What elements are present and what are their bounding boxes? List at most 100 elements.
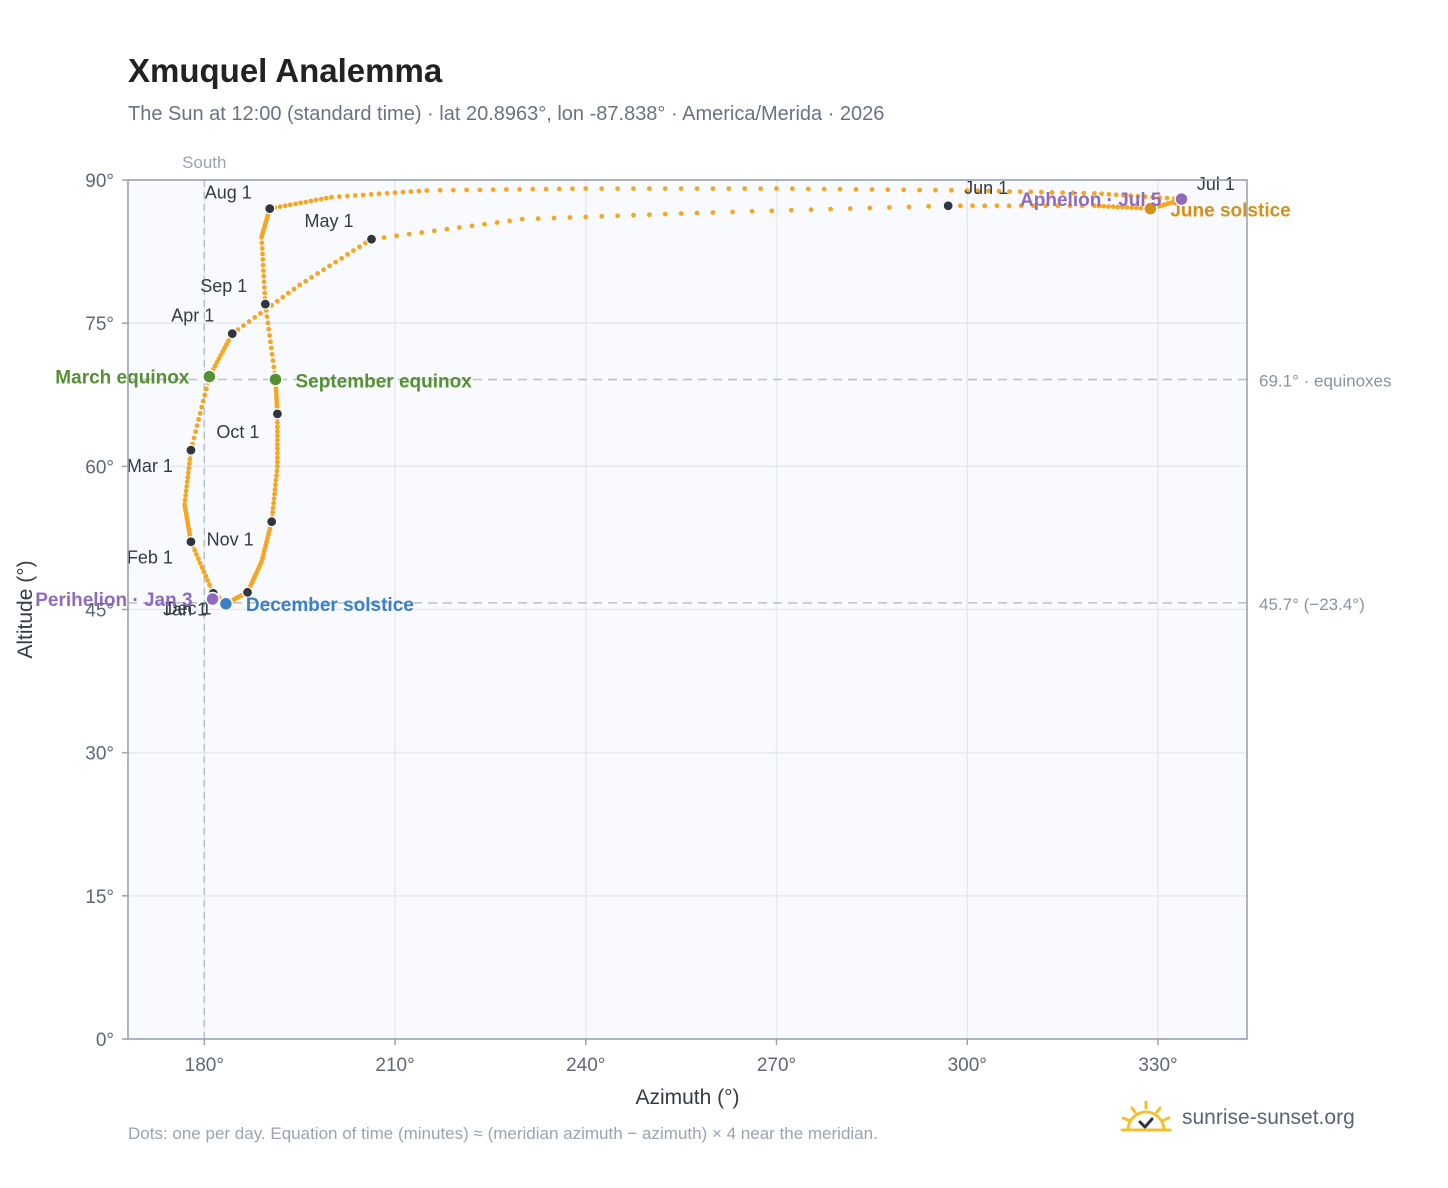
daily-dot (482, 221, 487, 227)
daily-dot (275, 424, 280, 430)
month-label: Jan 1 (163, 599, 207, 619)
daily-dot (615, 213, 620, 219)
daily-dot (392, 190, 398, 196)
event-marker (205, 591, 220, 607)
y-axis-label: Altitude (°) (14, 560, 37, 658)
daily-dot (308, 198, 314, 204)
daily-dot (271, 496, 277, 501)
daily-dot (183, 488, 189, 494)
month-label: Jul 1 (1197, 174, 1235, 194)
x-tick-label: 240° (566, 1055, 605, 1076)
daily-dot (1120, 204, 1125, 210)
daily-dot (394, 233, 399, 239)
daily-dot (260, 262, 266, 268)
daily-dot (821, 186, 827, 192)
event-label: June solstice (1170, 201, 1290, 222)
daily-dot (216, 356, 222, 362)
daily-dot (406, 231, 412, 237)
daily-dot (265, 320, 271, 326)
month-label: Oct 1 (216, 422, 259, 442)
daily-dot (352, 193, 358, 198)
daily-dot (970, 203, 975, 209)
daily-dot (274, 473, 279, 478)
daily-dot (1039, 189, 1044, 195)
daily-dot (275, 463, 280, 469)
daily-dot (416, 188, 422, 194)
daily-dot (570, 186, 575, 192)
y-tick-label: 15° (85, 887, 114, 908)
daily-dot (1007, 189, 1012, 194)
daily-dot (1092, 203, 1097, 209)
y-tick-label: 30° (85, 744, 114, 765)
daily-dot (556, 186, 562, 192)
daily-dot (191, 435, 197, 441)
daily-dot (1081, 190, 1087, 196)
daily-dot (567, 215, 573, 220)
daily-dot (202, 392, 208, 398)
daily-dot (262, 290, 268, 296)
daily-dot (203, 573, 209, 579)
event-marker (1143, 201, 1158, 216)
daily-dot (259, 234, 264, 240)
axes: 180° 210° 240° 270° 300° 330° 0° 15° 30° 45° 60° 75… (14, 171, 1248, 1109)
daily-dot (275, 446, 280, 452)
daily-dot (400, 189, 406, 195)
month-marker (942, 200, 954, 212)
daily-dot (662, 211, 668, 217)
daily-dot (583, 214, 589, 220)
daily-dot (321, 267, 326, 273)
daily-dot (259, 246, 265, 251)
daily-dot (450, 187, 456, 193)
daily-dot (1096, 203, 1102, 209)
daily-dot (678, 211, 684, 217)
daily-dot (1110, 204, 1116, 210)
reference-line-label: 45.7° (−23.4°) (1259, 595, 1365, 614)
daily-dot (1092, 191, 1097, 196)
daily-dot (853, 187, 859, 192)
daily-dot (444, 226, 450, 232)
event-marker (218, 596, 234, 612)
daily-dot (376, 191, 382, 197)
daily-dot (214, 359, 220, 365)
daily-dot (726, 186, 732, 192)
daily-dot (805, 186, 811, 192)
daily-dot (269, 351, 275, 357)
daily-dot (187, 461, 192, 467)
daily-dot (273, 482, 278, 488)
reference-line-label: 69.1° · equinoxes (1259, 371, 1392, 390)
event-label: December solstice (246, 595, 414, 616)
daily-dot (1017, 189, 1023, 195)
brand-logo[interactable]: sunrise-sunset.org (1120, 1100, 1355, 1136)
daily-dot (1115, 204, 1121, 210)
daily-dot (246, 319, 252, 324)
event-markers: March equinox September equinox December s… (35, 190, 1291, 616)
daily-dot (982, 203, 988, 209)
daily-dot (424, 188, 430, 193)
daily-dot (457, 225, 462, 230)
daily-dot (360, 192, 366, 198)
daily-dot (192, 547, 198, 553)
daily-dot (1164, 195, 1170, 201)
daily-dot (631, 212, 636, 218)
daily-dot (1113, 192, 1119, 198)
daily-dot (710, 186, 716, 192)
daily-dot (273, 477, 279, 483)
daily-dot (241, 323, 246, 328)
month-label: Apr 1 (171, 306, 214, 326)
daily-dot (260, 251, 265, 257)
daily-dot (917, 187, 922, 193)
daily-dot (329, 194, 334, 200)
daily-dot (408, 189, 414, 195)
daily-dot (268, 345, 274, 351)
daily-dot (926, 203, 931, 209)
daily-dot (1128, 193, 1134, 199)
daily-dot (194, 423, 200, 428)
daily-dot (345, 252, 350, 257)
daily-dot (901, 187, 907, 193)
daily-dot (337, 194, 342, 200)
daily-dot (808, 207, 814, 213)
daily-dot (270, 510, 275, 515)
month-marker (259, 298, 271, 310)
daily-dot (837, 186, 843, 192)
daily-dot (869, 187, 875, 192)
